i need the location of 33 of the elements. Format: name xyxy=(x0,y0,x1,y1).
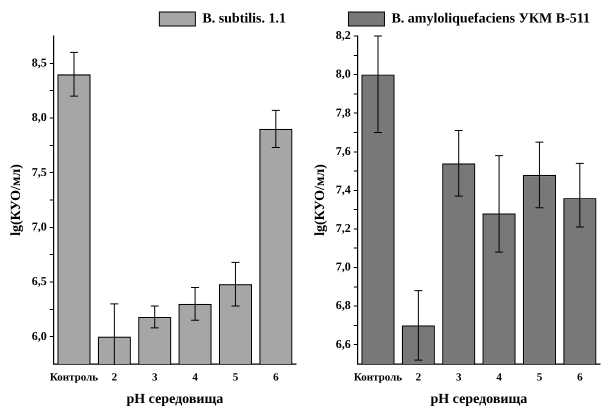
y-tick-label: 7,4 xyxy=(336,182,351,196)
x-tick-label: Контроль xyxy=(354,371,402,384)
y-tick-label: 6,0 xyxy=(32,328,47,343)
legend-label: B. amyloliquefaciens УКМ В-511 xyxy=(391,12,590,27)
y-tick-label: 7,8 xyxy=(336,105,351,120)
y-tick-label: 8,0 xyxy=(336,66,351,81)
y-tick-label: 7,2 xyxy=(336,221,351,236)
x-tick-label: 3 xyxy=(456,371,462,384)
legend-label: B. subtilis. 1.1 xyxy=(202,12,286,27)
y-tick-label: 7,6 xyxy=(336,144,351,158)
x-axis-title: pH середовища xyxy=(430,392,528,408)
x-tick-label: 5 xyxy=(232,371,239,384)
x-tick-label: 6 xyxy=(577,371,584,384)
y-axis-title: lg(КУО/мл) xyxy=(9,164,24,236)
y-tick-label: 6,6 xyxy=(336,336,351,351)
y-axis-title: lg(КУО/мл) xyxy=(313,164,328,236)
y-tick-label: 6,5 xyxy=(32,274,47,288)
y-tick-label: 7,5 xyxy=(32,164,47,179)
y-tick-label: 6,8 xyxy=(336,298,351,312)
x-tick-label: Контроль xyxy=(50,371,98,384)
x-tick-label: 3 xyxy=(152,371,158,384)
x-tick-label: 5 xyxy=(536,371,543,384)
y-tick-label: 8,5 xyxy=(32,55,47,70)
y-tick-label: 7,0 xyxy=(32,219,47,234)
x-tick-label: 2 xyxy=(112,371,118,384)
x-tick-label: 4 xyxy=(192,371,198,384)
y-tick-label: 7,0 xyxy=(336,260,351,274)
x-axis-title: pH середовища xyxy=(126,392,224,408)
x-tick-label: 4 xyxy=(496,371,502,384)
y-tick-label: 8,0 xyxy=(32,110,47,124)
x-tick-label: 2 xyxy=(416,371,422,384)
y-tick-label: 8,2 xyxy=(336,28,351,42)
x-tick-label: 6 xyxy=(273,371,280,384)
